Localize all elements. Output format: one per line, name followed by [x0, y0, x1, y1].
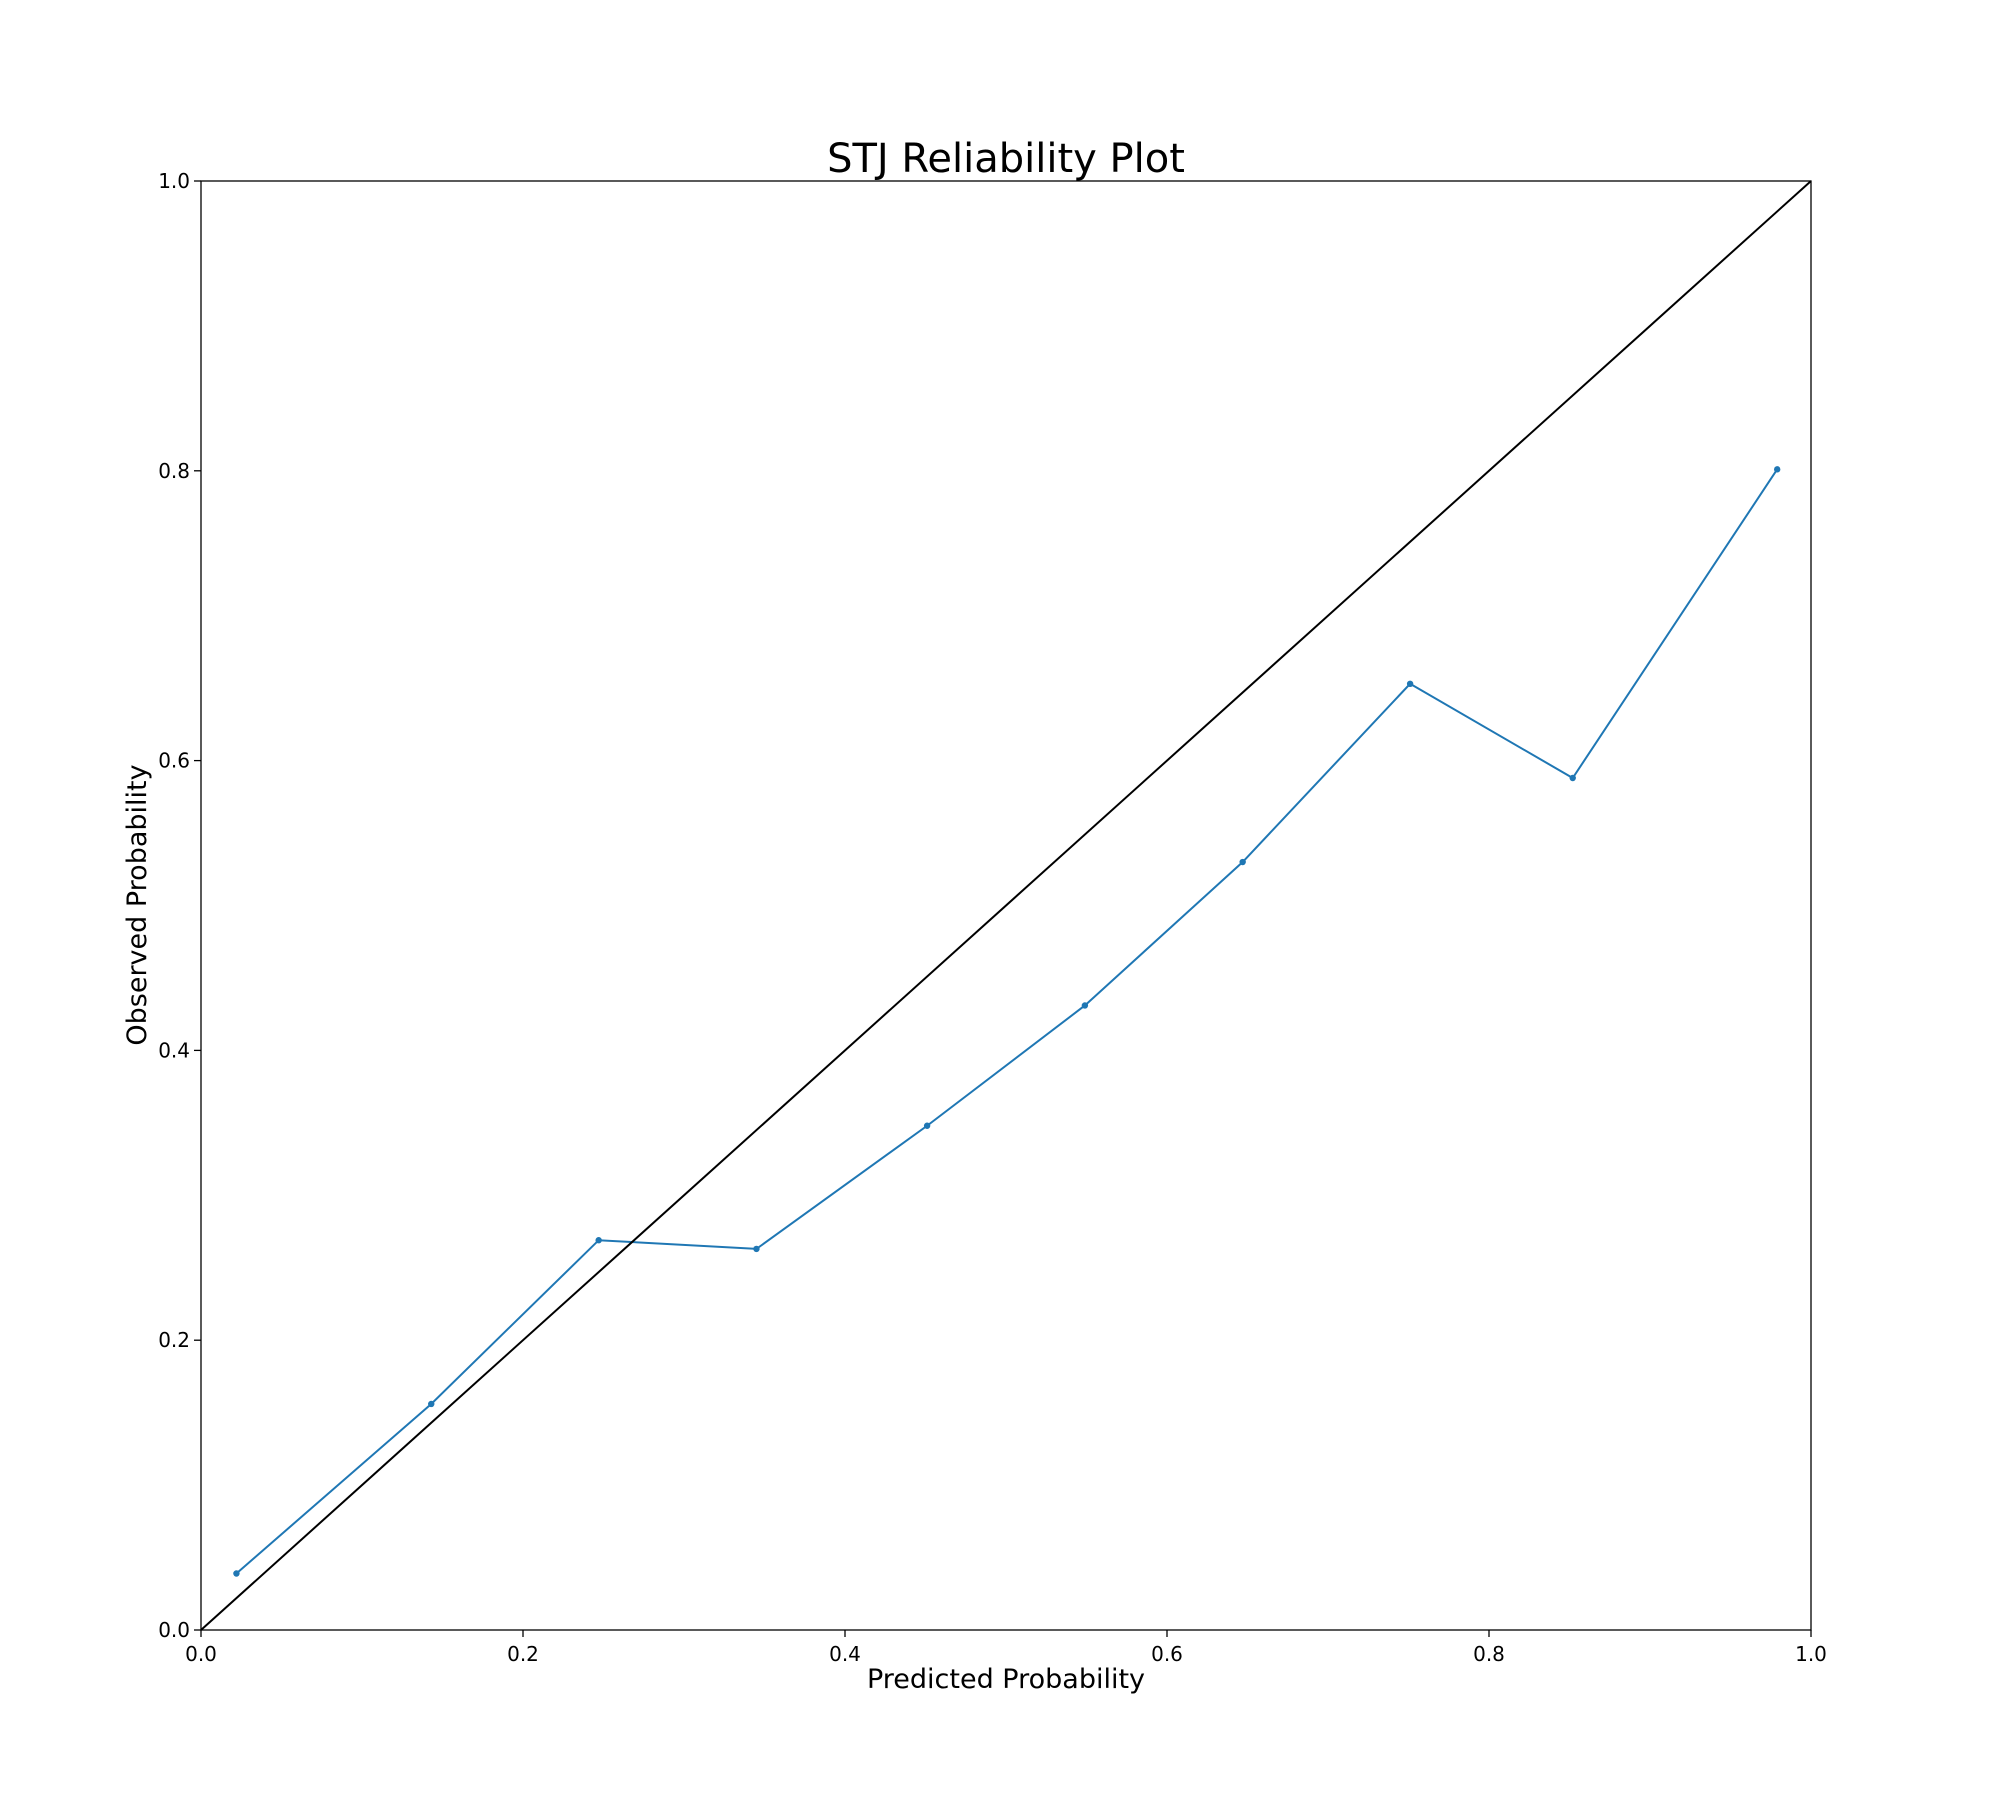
x-tick-label: 1.0: [1795, 1642, 1827, 1666]
data-point: [1773, 466, 1781, 473]
data-point: [923, 1122, 931, 1129]
data-point: [1239, 858, 1246, 866]
data-point: [233, 1570, 240, 1577]
x-axis-label: Predicted Probability: [867, 1664, 1145, 1695]
y-tick-label: 0.2: [158, 1328, 190, 1352]
x-tick-label: 0.0: [185, 1642, 217, 1666]
data-point: [1406, 680, 1414, 687]
x-tick-label: 0.8: [1473, 1642, 1505, 1666]
y-tick-label: 0.6: [158, 749, 190, 773]
data-point: [1569, 774, 1576, 782]
data-point: [595, 1237, 602, 1244]
series-line-0: [235, 468, 1779, 1575]
y-tick-label: 0.4: [158, 1038, 190, 1062]
x-tick-label: 0.6: [1151, 1642, 1183, 1666]
data-point: [428, 1400, 435, 1408]
plot-area: [200, 180, 1812, 1631]
y-tick-label: 0.0: [158, 1618, 190, 1642]
chart-title: STJ Reliability Plot: [827, 136, 1185, 182]
axis-ticks: 0.0 0.2 0.4 0.6 0.8 1.0 0.0 0.2 0.4 0.6 0.8 1.0: [158, 169, 1827, 1666]
y-tick-label: 1.0: [158, 169, 190, 193]
y-tick-label: 0.8: [158, 459, 190, 483]
data-point: [753, 1245, 760, 1253]
y-axis-label: Observed Probability: [122, 764, 153, 1045]
x-tick-label: 0.2: [507, 1642, 539, 1666]
x-tick-label: 0.4: [829, 1642, 861, 1666]
series-line-1: [200, 180, 1812, 1631]
axes-frame: [200, 180, 1812, 1631]
data-point: [1081, 1002, 1089, 1009]
